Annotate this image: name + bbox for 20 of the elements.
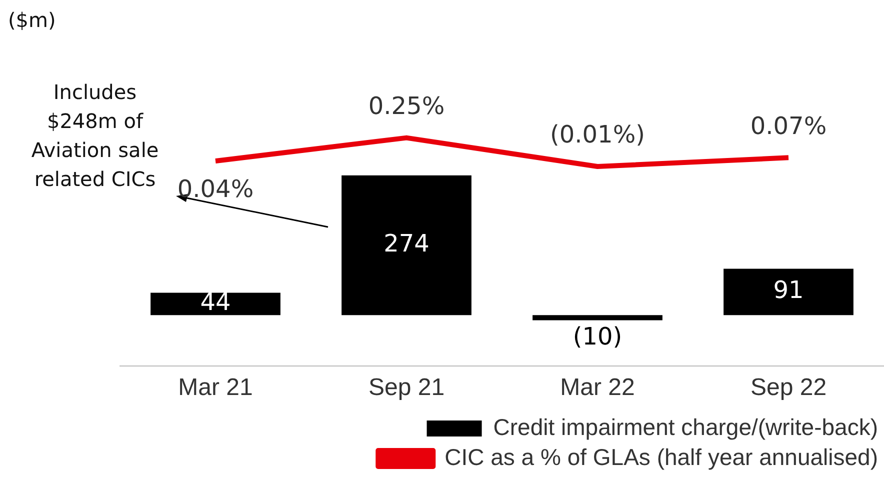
text: ($m) — [8, 8, 56, 32]
legend-label: Credit impairment charge/(write-back) — [493, 414, 878, 440]
annotation: Includes $248m of Aviation sale related CICs — [30, 79, 160, 193]
x-tick-label: Mar 22 — [560, 374, 635, 402]
legend-label: CIC as a % of GLAs (half year annualised) — [444, 444, 878, 470]
x-tick-label: Sep 22 — [750, 374, 827, 402]
bar — [724, 268, 854, 316]
bar — [342, 175, 472, 316]
data-label: 0.25% — [368, 92, 445, 120]
data-label: (10) — [572, 322, 622, 351]
data-label: (0.01%) — [550, 120, 645, 149]
data-label: 0.07% — [750, 112, 827, 140]
bar — [532, 315, 662, 320]
x-tick-label: Mar 21 — [178, 374, 253, 402]
data-label: 274 — [384, 229, 430, 258]
data-label: 44 — [200, 288, 231, 316]
x-tick-label: Sep 21 — [368, 374, 445, 402]
data-label: 91 — [773, 276, 804, 304]
data-label: 0.04% — [177, 175, 254, 204]
bar — [150, 292, 280, 316]
